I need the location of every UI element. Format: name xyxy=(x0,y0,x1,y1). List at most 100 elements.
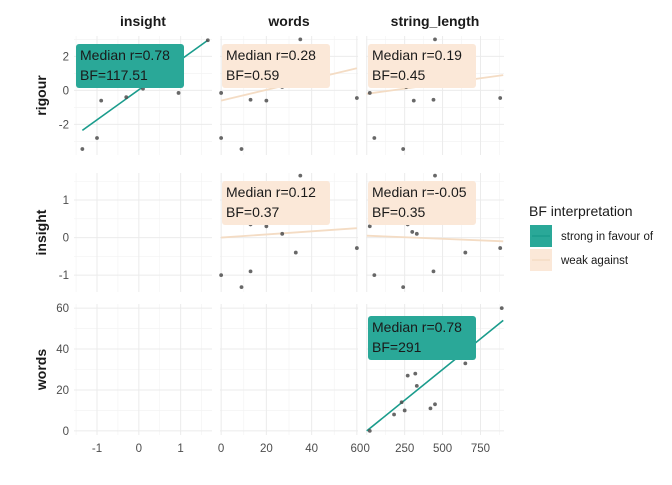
data-point xyxy=(367,429,372,433)
data-point xyxy=(431,269,436,274)
data-point xyxy=(401,147,406,151)
data-point xyxy=(219,91,224,95)
annotation-box xyxy=(368,44,476,88)
annotation-label: Median r=0.78 xyxy=(372,319,462,335)
data-point xyxy=(414,383,419,388)
data-point xyxy=(463,361,468,366)
column-title: insight xyxy=(120,13,166,29)
data-point xyxy=(433,37,437,42)
data-point xyxy=(367,224,372,229)
regression-line xyxy=(366,234,504,243)
annotation-box xyxy=(222,181,330,225)
column-title: words xyxy=(267,13,309,29)
data-point xyxy=(95,136,99,140)
row-title: insight xyxy=(33,209,49,255)
regression-line xyxy=(221,227,357,239)
panel-words-words xyxy=(220,304,358,435)
data-point xyxy=(239,147,244,151)
data-point xyxy=(219,136,224,140)
data-point xyxy=(248,269,253,274)
data-point xyxy=(248,97,253,102)
x-tick-label: 1 xyxy=(177,443,183,455)
data-point xyxy=(411,98,416,103)
legend-label-weak: weak against xyxy=(560,255,629,267)
legend-title: BF interpretation xyxy=(529,203,633,219)
data-point xyxy=(399,400,404,405)
annotation-label: Median r=0.19 xyxy=(372,47,462,63)
y-tick-label: 40 xyxy=(56,344,69,356)
annotation-label: BF=0.37 xyxy=(226,204,280,220)
data-point xyxy=(372,136,377,140)
y-tick-label: 0 xyxy=(63,426,69,438)
annotation-label: Median r=0.28 xyxy=(226,47,316,63)
x-tick-label: 750 xyxy=(471,443,490,455)
x-tick-label: 500 xyxy=(433,443,452,455)
y-tick-label: 1 xyxy=(63,195,69,207)
data-point xyxy=(205,38,210,43)
data-point xyxy=(401,285,406,290)
annotation-box xyxy=(76,44,184,88)
column-title: string_length xyxy=(391,13,480,29)
y-tick-label: -1 xyxy=(59,270,69,282)
annotation-box xyxy=(368,181,476,225)
annotation-box xyxy=(368,316,476,360)
data-point xyxy=(354,246,359,250)
data-point xyxy=(124,95,129,100)
data-point xyxy=(264,98,269,103)
annotation-label: BF=117.51 xyxy=(80,67,148,83)
data-point xyxy=(499,306,504,310)
data-point xyxy=(367,91,372,95)
panel-words-insight xyxy=(74,304,212,435)
data-point xyxy=(80,147,85,151)
data-point xyxy=(298,173,303,178)
x-tick-label: 250 xyxy=(395,443,414,455)
legend-label-strong: strong in favour of xyxy=(561,231,654,243)
data-point xyxy=(410,230,415,234)
data-point xyxy=(280,231,285,236)
x-tick-label: 0 xyxy=(218,443,224,455)
annotation-label: BF=0.45 xyxy=(372,67,426,83)
data-point xyxy=(433,402,437,407)
y-tick-label: 0 xyxy=(63,233,69,245)
y-tick-label: -2 xyxy=(59,119,69,131)
data-point xyxy=(428,406,433,411)
annotation-label: Median r=0.12 xyxy=(226,184,316,200)
x-tick-label: 0 xyxy=(364,443,370,455)
x-tick-label: 60 xyxy=(350,443,363,455)
data-point xyxy=(176,91,181,95)
data-point xyxy=(413,371,418,376)
data-point xyxy=(264,224,269,229)
data-point xyxy=(219,273,224,278)
x-tick-label: -1 xyxy=(92,443,102,455)
data-point xyxy=(298,37,303,42)
data-point xyxy=(99,98,104,103)
data-point xyxy=(354,96,359,100)
data-point xyxy=(392,412,396,417)
data-point xyxy=(405,373,410,378)
y-tick-label: 20 xyxy=(56,385,69,397)
data-point xyxy=(414,231,419,236)
data-point xyxy=(498,96,503,100)
y-tick-label: 2 xyxy=(63,51,69,63)
panel-insight-insight xyxy=(74,173,212,292)
y-tick-label: 0 xyxy=(63,85,69,97)
legend: BF interpretation strong in favour of weak… xyxy=(529,203,654,271)
annotation-box xyxy=(222,44,330,88)
data-point xyxy=(402,408,407,413)
annotation-label: BF=0.35 xyxy=(372,204,426,220)
annotation-label: BF=291 xyxy=(372,339,422,355)
data-point xyxy=(433,173,437,178)
regression-line xyxy=(366,319,504,432)
data-point xyxy=(239,285,244,290)
x-tick-label: 0 xyxy=(136,443,142,455)
data-point xyxy=(463,250,468,255)
y-tick-label: 60 xyxy=(56,303,69,315)
x-tick-label: 40 xyxy=(305,443,318,455)
x-tick-label: 20 xyxy=(260,443,273,455)
row-title: rigour xyxy=(33,75,49,116)
row-title: words xyxy=(33,349,49,391)
annotation-label: BF=0.59 xyxy=(226,67,280,83)
data-point xyxy=(293,250,298,255)
